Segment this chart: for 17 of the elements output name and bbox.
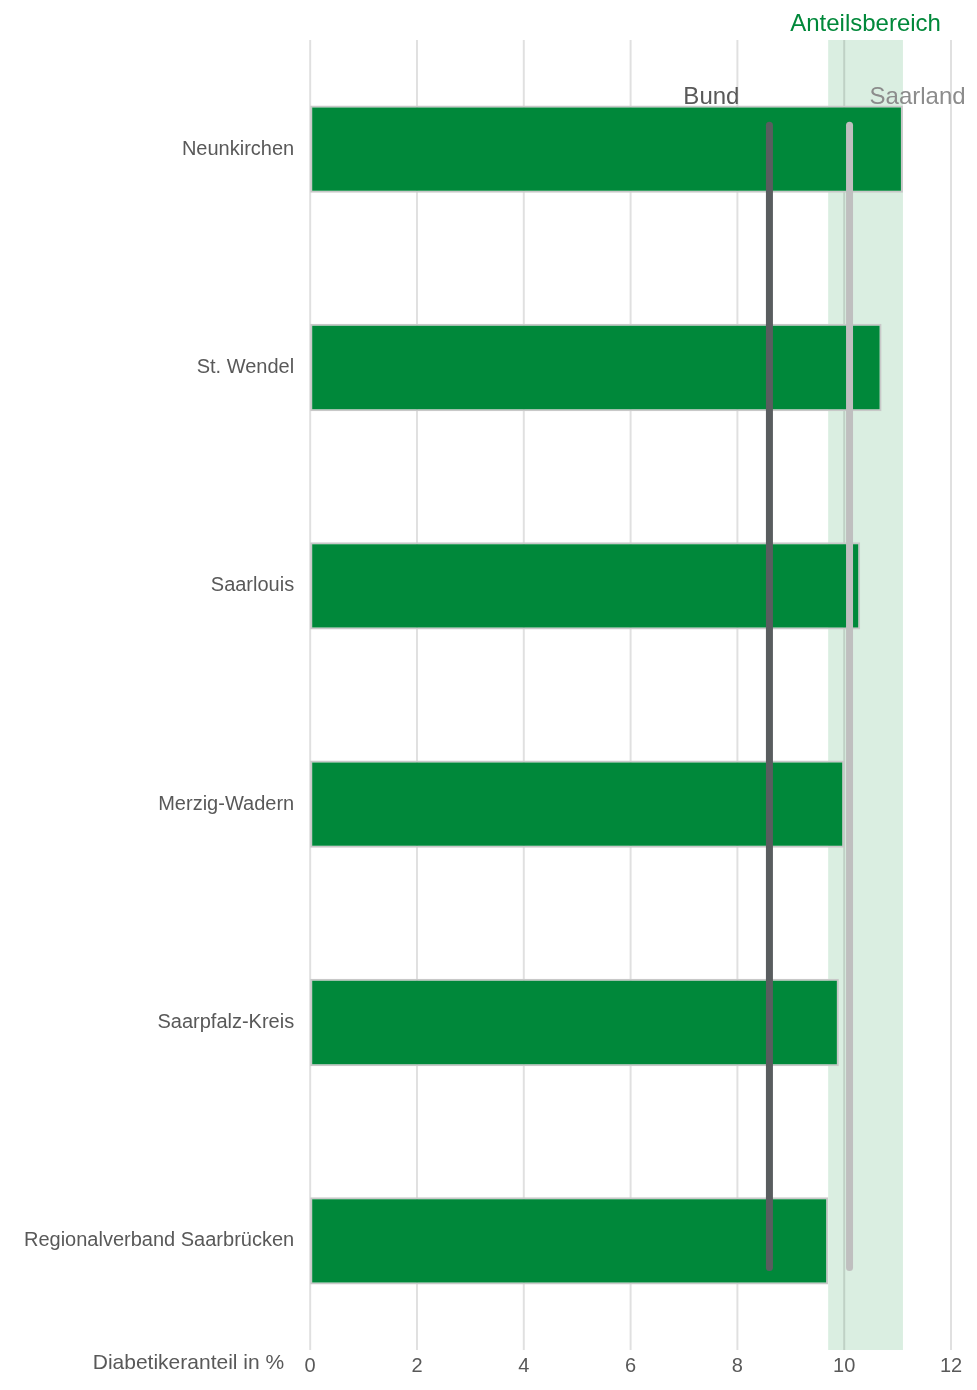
y-tick-label: Saarlouis	[210, 573, 295, 596]
x-tick-label: 0	[304, 1353, 316, 1376]
y-tick-label: Saarpfalz-Kreis	[157, 1010, 295, 1033]
y-tick-label: Regionalverband Saarbrücken	[23, 1228, 295, 1251]
x-tick-label: 2	[411, 1353, 423, 1376]
ref-line-label: Saarland	[869, 81, 966, 109]
y-tick-label: Neunkirchen	[181, 136, 295, 159]
x-tick-label: 12	[939, 1353, 963, 1376]
y-tick-label: Merzig-Wadern	[158, 791, 295, 814]
x-tick-label: 4	[518, 1353, 530, 1376]
band-label: Anteilsbereich	[790, 8, 941, 36]
x-axis-title: Diabetikeranteil in %	[92, 1349, 285, 1373]
ref-line-label: Bund	[683, 81, 740, 109]
x-tick-label: 10	[833, 1353, 856, 1376]
x-tick-label: 6	[625, 1353, 637, 1376]
x-tick-label: 8	[731, 1353, 743, 1376]
y-tick-label: St. Wendel	[196, 355, 295, 378]
